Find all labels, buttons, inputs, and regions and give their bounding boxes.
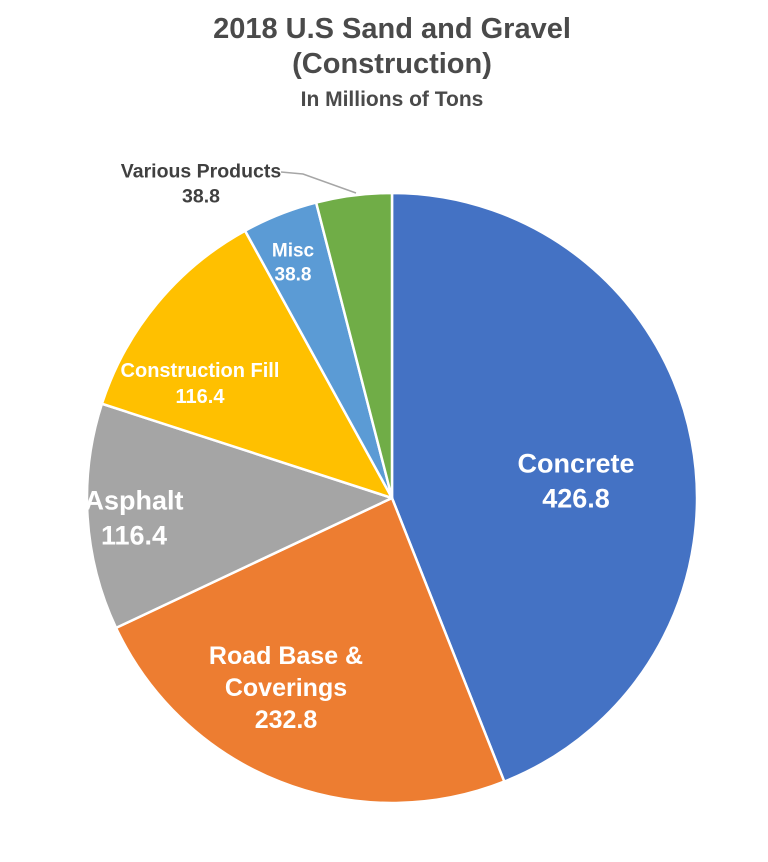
leader-line-various-products — [280, 171, 357, 194]
pie-slice-construction-fill — [100, 229, 394, 500]
slice-label-concrete: Concrete 426.8 — [517, 449, 634, 514]
slice-label-asphalt: Asphalt 116.4 — [84, 486, 183, 551]
slice-label-construction-fill: Construction Fill 116.4 — [121, 360, 280, 408]
chart-title-block: 2018 U.S Sand and Gravel (Construction) … — [8, 12, 768, 112]
chart-subtitle: In Millions of Tons — [300, 87, 484, 111]
chart-title-line2: (Construction) — [292, 48, 492, 81]
pie-slice-road-base-coverings — [114, 496, 506, 805]
chart-title-line1: 2018 U.S Sand and Gravel — [213, 13, 571, 45]
pie-slice-concrete — [390, 191, 699, 783]
slice-label-road-base-coverings: Road Base & Coverings 232.8 — [209, 642, 363, 734]
slice-label-misc: Misc 38.8 — [272, 240, 315, 285]
slice-label-various-products: Various Products 38.8 — [121, 161, 282, 208]
pie-slice-various-products — [314, 191, 394, 500]
pie-slice-asphalt — [85, 402, 394, 630]
